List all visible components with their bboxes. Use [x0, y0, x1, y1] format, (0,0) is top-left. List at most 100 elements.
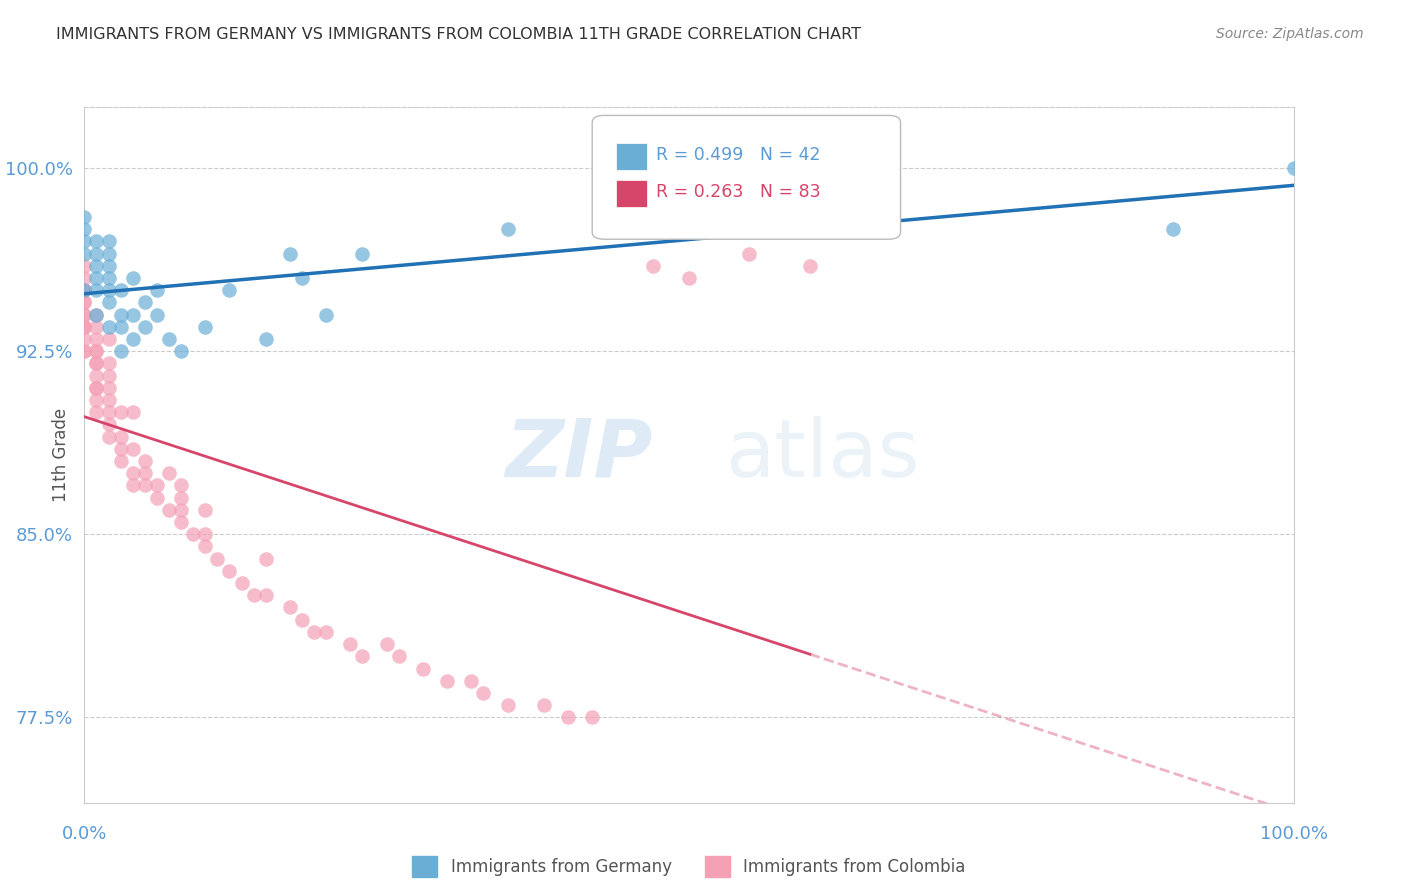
Point — [678, 271, 700, 285]
Point — [121, 271, 143, 285]
Point — [146, 283, 169, 297]
Point — [86, 235, 108, 249]
Point — [86, 332, 108, 346]
Point — [254, 332, 277, 346]
Point — [254, 551, 277, 566]
Text: R = 0.499   N = 42: R = 0.499 N = 42 — [657, 146, 821, 164]
Point — [73, 332, 96, 346]
Point — [86, 344, 108, 359]
Point — [207, 551, 229, 566]
Point — [352, 649, 374, 664]
Point — [97, 319, 120, 334]
Point — [86, 283, 108, 297]
Point — [73, 246, 96, 260]
Point — [110, 405, 132, 419]
Point — [412, 661, 434, 675]
FancyBboxPatch shape — [592, 115, 901, 239]
Point — [86, 356, 108, 370]
Point — [134, 295, 156, 310]
Point — [86, 405, 108, 419]
Point — [170, 344, 193, 359]
Point — [157, 332, 180, 346]
Point — [170, 503, 193, 517]
Point — [762, 161, 785, 175]
Point — [134, 478, 156, 492]
Point — [110, 429, 132, 443]
Point — [170, 515, 193, 529]
Point — [97, 246, 120, 260]
Point — [194, 319, 217, 334]
Text: IMMIGRANTS FROM GERMANY VS IMMIGRANTS FROM COLOMBIA 11TH GRADE CORRELATION CHART: IMMIGRANTS FROM GERMANY VS IMMIGRANTS FR… — [56, 27, 862, 42]
Point — [231, 576, 253, 591]
Point — [73, 308, 96, 322]
Point — [170, 478, 193, 492]
Point — [375, 637, 398, 651]
Point — [278, 600, 301, 615]
Point — [97, 417, 120, 432]
Text: 0.0%: 0.0% — [62, 825, 107, 843]
Point — [110, 344, 132, 359]
Point — [86, 381, 108, 395]
Point — [799, 259, 821, 273]
Point — [134, 454, 156, 468]
Point — [110, 308, 132, 322]
Point — [97, 283, 120, 297]
Point — [496, 222, 519, 236]
Point — [86, 319, 108, 334]
Point — [73, 283, 96, 297]
Point — [73, 319, 96, 334]
Point — [472, 686, 495, 700]
Point — [121, 478, 143, 492]
Point — [460, 673, 482, 688]
Text: R = 0.263   N = 83: R = 0.263 N = 83 — [657, 183, 821, 201]
Point — [73, 222, 96, 236]
Point — [73, 344, 96, 359]
Text: atlas: atlas — [725, 416, 920, 494]
Point — [73, 344, 96, 359]
Point — [121, 467, 143, 481]
Point — [97, 259, 120, 273]
Point — [97, 235, 120, 249]
Point — [110, 283, 132, 297]
Point — [157, 467, 180, 481]
Point — [121, 308, 143, 322]
Point — [97, 381, 120, 395]
Point — [73, 235, 96, 249]
Point — [73, 319, 96, 334]
Point — [254, 588, 277, 602]
Point — [557, 710, 579, 724]
Point — [97, 429, 120, 443]
Point — [194, 503, 217, 517]
Y-axis label: 11th Grade: 11th Grade — [52, 408, 70, 502]
Point — [97, 392, 120, 407]
Point — [181, 527, 204, 541]
Point — [73, 283, 96, 297]
Point — [97, 368, 120, 383]
Text: ZIP: ZIP — [505, 416, 652, 494]
Point — [121, 332, 143, 346]
Point — [73, 259, 96, 273]
Point — [302, 624, 325, 639]
Point — [86, 271, 108, 285]
Point — [73, 308, 96, 322]
Point — [170, 491, 193, 505]
Text: 100.0%: 100.0% — [1260, 825, 1327, 843]
Point — [110, 454, 132, 468]
Point — [86, 308, 108, 322]
Point — [218, 283, 240, 297]
Point — [146, 491, 169, 505]
Point — [581, 710, 603, 724]
Point — [291, 271, 314, 285]
Point — [315, 624, 337, 639]
Point — [86, 344, 108, 359]
Point — [97, 405, 120, 419]
Point — [86, 246, 108, 260]
Point — [86, 259, 108, 273]
Point — [73, 319, 96, 334]
Point — [97, 271, 120, 285]
Point — [641, 259, 664, 273]
Point — [146, 308, 169, 322]
Point — [436, 673, 458, 688]
Point — [738, 246, 761, 260]
Point — [121, 442, 143, 456]
